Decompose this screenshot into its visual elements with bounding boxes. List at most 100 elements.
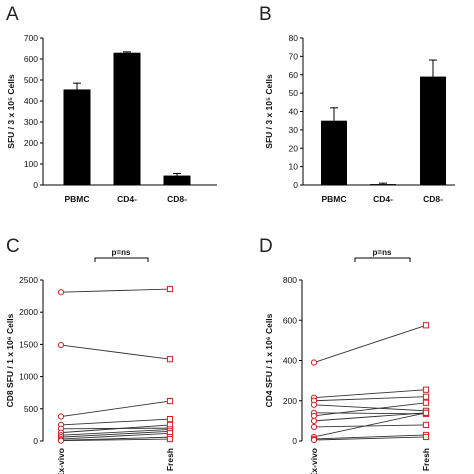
pair-line — [60, 344, 171, 360]
y-tick-label: 1000 — [19, 372, 38, 382]
x-category-label: PBMC — [321, 194, 346, 204]
pair-line — [60, 418, 171, 426]
x-category-label: Ex-vivo — [56, 448, 66, 474]
y-tick-label: 0 — [33, 436, 38, 446]
pair-line — [313, 396, 427, 402]
y-tick-label: 0 — [293, 180, 298, 190]
x-category-label: PBMC — [64, 194, 89, 204]
ex-vivo-point — [310, 359, 318, 366]
y-tick-label: 1500 — [19, 339, 38, 349]
fresh-point — [422, 393, 430, 400]
y-tick-label: 500 — [24, 404, 38, 414]
bar — [420, 76, 446, 185]
y-tick-label: 70 — [289, 51, 299, 61]
y-tick-label: 2000 — [19, 307, 38, 317]
pair-line — [60, 428, 171, 436]
y-tick-label: 300 — [24, 117, 38, 127]
fresh-point — [422, 409, 430, 416]
pair-line — [60, 288, 171, 293]
y-tick-label: 0 — [292, 436, 297, 446]
pair-line — [313, 434, 427, 440]
pair-line — [60, 438, 171, 442]
x-category-label: CD8- — [167, 194, 187, 204]
pair-line — [60, 424, 171, 434]
ex-vivo-point — [310, 412, 318, 419]
y-tick-label: 600 — [24, 54, 38, 64]
ex-vivo-point — [57, 413, 65, 420]
x-category-label: CD8- — [423, 194, 443, 204]
fresh-point — [166, 397, 174, 405]
ex-vivo-point — [57, 341, 65, 349]
fresh-point — [166, 435, 174, 443]
pair-line — [60, 436, 171, 441]
y-axis-label: CD4 SFU / 1 x 10⁶ Cells — [264, 313, 274, 407]
y-tick-label: 10 — [289, 162, 299, 172]
chart-panel-c: C 0 500 1000 1500 2000 2500 CD8 SFU / 1 x 10⁶ C… — [5, 236, 175, 474]
y-tick-label: 200 — [24, 138, 38, 148]
chart-panel-b: B 0 10 20 30 40 50 60 70 80 SFU / 3 x 10⁵ Cells PBM… — [259, 4, 455, 204]
x-category-label: Fresh — [421, 448, 431, 471]
x-category-label: CD4- — [373, 194, 393, 204]
fresh-point — [422, 421, 430, 428]
y-tick-label: 400 — [24, 96, 38, 106]
fresh-point — [422, 399, 430, 406]
ex-vivo-point — [57, 437, 65, 444]
y-tick-label: 2500 — [19, 275, 38, 285]
y-tick-label: 20 — [289, 143, 299, 153]
fresh-point — [422, 386, 430, 393]
fresh-point — [422, 433, 430, 441]
chart-panel-d: D 0 200 400 600 800 CD4 SFU / 1 x 10⁶ Cells Ex-… — [259, 236, 431, 474]
y-tick-label: 500 — [24, 75, 38, 85]
pair-line — [313, 402, 427, 417]
panel-letter: D — [259, 236, 273, 257]
x-category-label: Ex-vivo — [309, 448, 319, 474]
panel-letter: B — [259, 4, 272, 25]
y-tick-label: 30 — [289, 125, 299, 135]
bar — [113, 52, 141, 186]
y-tick-label: 50 — [289, 88, 299, 98]
x-category-label: CD4- — [117, 194, 137, 204]
y-tick-label: 80 — [289, 33, 299, 43]
ex-vivo-point — [310, 436, 318, 444]
pair-line — [60, 432, 171, 440]
y-tick-label: 800 — [283, 275, 297, 285]
ex-vivo-point — [310, 417, 318, 424]
pair-line — [313, 412, 427, 422]
pair-line — [313, 404, 427, 412]
y-axis-label: CD8 SFU / 1 x 10⁶ Cells — [5, 313, 15, 407]
pair-line — [313, 436, 427, 441]
y-tick-label: 100 — [24, 159, 38, 169]
p-value-annotation: p=ns — [112, 248, 131, 257]
fresh-point — [422, 322, 430, 329]
pair-line — [313, 389, 427, 399]
y-tick-label: 600 — [283, 315, 297, 325]
pair-line — [313, 412, 427, 438]
panel-letter: C — [6, 236, 20, 257]
chart-panel-a: A 0 100 200 300 400 500 600 700 SFU / 3 x 10⁵ Cel… — [6, 4, 217, 204]
significance-bracket — [354, 257, 411, 262]
bar — [321, 120, 347, 185]
y-axis-label: SFU / 3 x 10⁵ Cells — [264, 74, 274, 149]
fresh-point — [166, 356, 174, 363]
pair-line — [313, 324, 427, 363]
bar — [370, 184, 396, 185]
pair-line — [313, 424, 427, 428]
p-value-annotation: p=ns — [373, 248, 392, 257]
pair-line — [60, 430, 171, 438]
y-tick-label: 200 — [283, 396, 297, 406]
ex-vivo-point — [310, 401, 318, 408]
x-category-label: Fresh — [165, 448, 175, 471]
y-tick-label: 0 — [33, 180, 38, 190]
pair-line — [313, 412, 427, 415]
y-axis-label: SFU / 3 x 10⁵ Cells — [6, 74, 16, 149]
significance-bracket — [94, 257, 149, 262]
y-tick-label: 40 — [289, 107, 299, 117]
ex-vivo-point — [310, 423, 318, 431]
panel-letter: A — [6, 4, 19, 25]
y-tick-label: 700 — [24, 33, 38, 43]
pair-line — [60, 400, 171, 417]
bar — [163, 175, 191, 185]
y-tick-label: 60 — [289, 70, 299, 80]
fresh-point — [166, 285, 174, 293]
